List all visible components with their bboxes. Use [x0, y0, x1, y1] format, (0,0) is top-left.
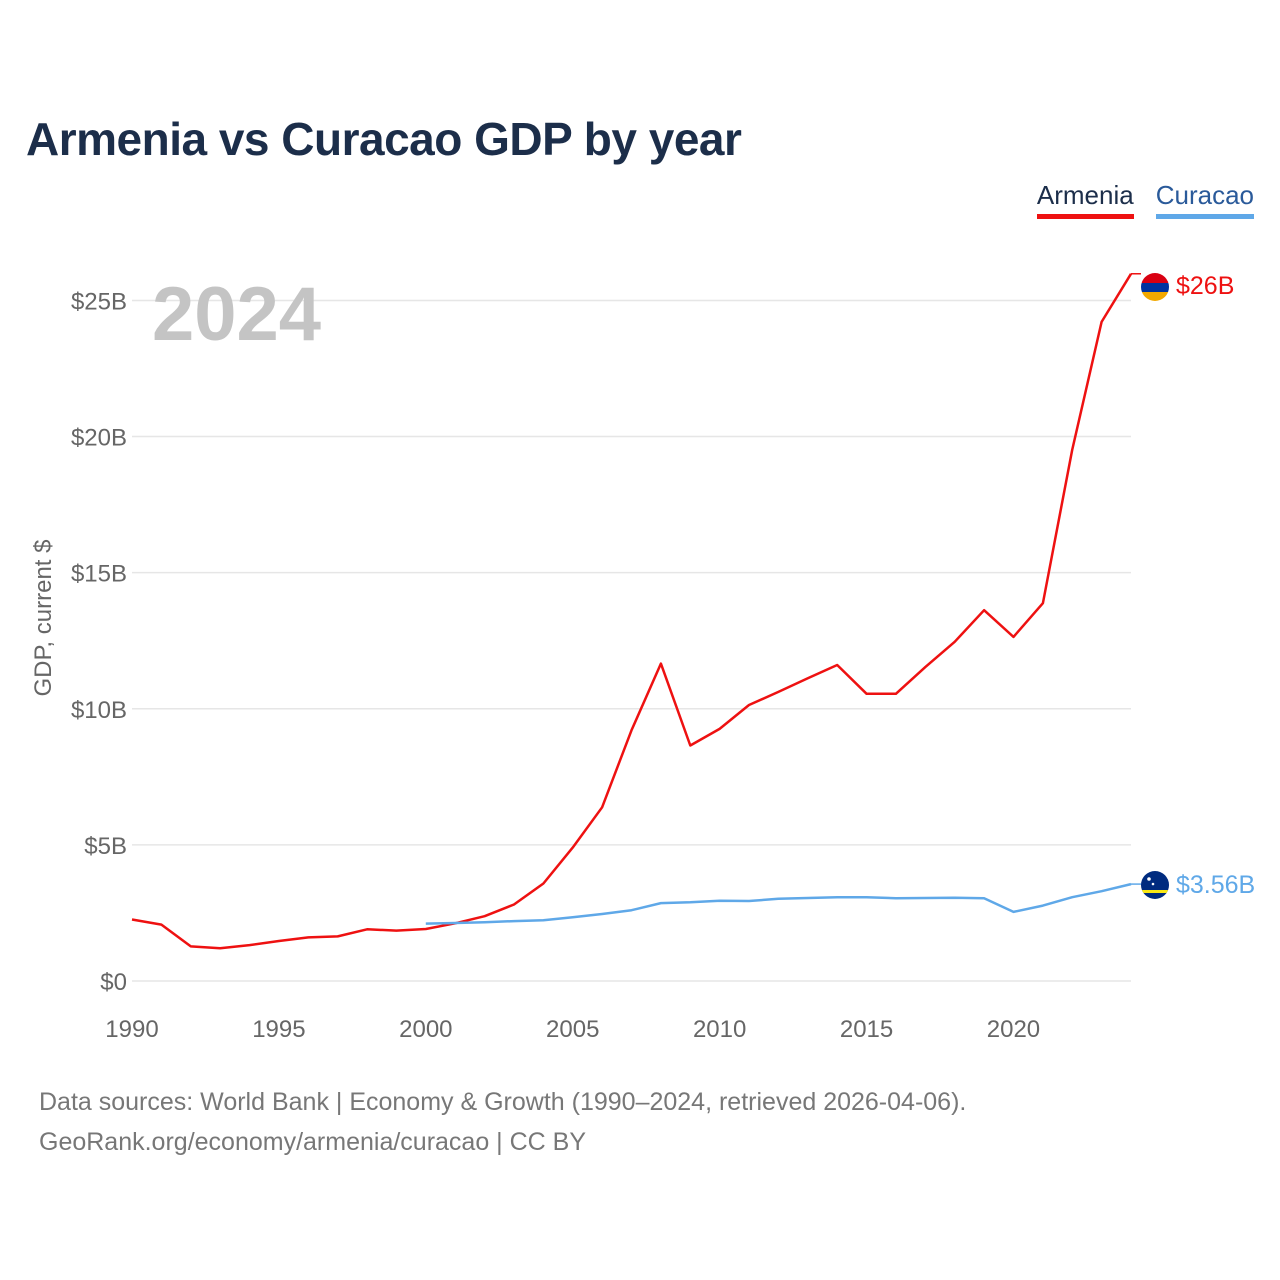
y-tick-label: $0 [100, 969, 127, 996]
x-tick-label: 2010 [693, 1016, 746, 1043]
armenia-flag-icon [1141, 273, 1169, 301]
x-tick-label: 2000 [399, 1016, 452, 1043]
y-tick-label: $25B [71, 288, 127, 315]
x-tick-label: 1995 [252, 1016, 305, 1043]
chart-title: Armenia vs Curacao GDP by year [26, 113, 742, 165]
y-tick-label: $20B [71, 425, 127, 452]
y-tick-label: $10B [71, 697, 127, 724]
footer-source: Data sources: World Bank | Economy & Gro… [39, 1088, 967, 1116]
y-tick-label: $5B [84, 833, 127, 860]
year-watermark: 2024 [152, 272, 321, 357]
legend: Armenia Curacao [1036, 180, 1254, 219]
series-line-curacao [425, 882, 1132, 925]
series-line-armenia [131, 273, 1133, 950]
footer-url: GeoRank.org/economy/armenia/curacao | CC… [39, 1128, 587, 1156]
y-tick-label: $15B [71, 561, 127, 588]
footer: Data sources: World Bank | Economy & Gro… [39, 1082, 966, 1162]
legend-item-armenia[interactable]: Armenia [1036, 180, 1134, 219]
curacao-flag-icon [1141, 871, 1169, 899]
x-tick-label: 1990 [105, 1016, 158, 1043]
curacao-end-value-label: $3.56B [1176, 871, 1255, 899]
armenia-end-value-label: $26B [1176, 272, 1234, 300]
x-tick-label: 2020 [987, 1016, 1040, 1043]
y-axis-label: GDP, current $ [30, 540, 57, 697]
x-tick-label: 2005 [546, 1016, 599, 1043]
gdp-line-chart: 2024 $0 $5B $10B $15B $20B $25B 1990 1995 2000 2… [30, 272, 1255, 1043]
legend-item-curacao[interactable]: Curacao [1155, 180, 1254, 219]
x-tick-label: 2015 [840, 1016, 893, 1043]
